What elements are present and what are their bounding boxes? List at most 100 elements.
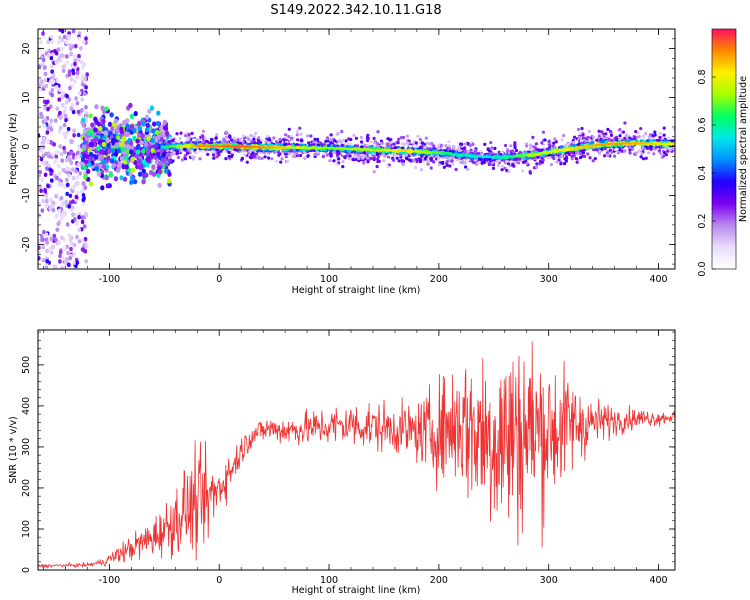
spectrogram-point xyxy=(149,154,154,160)
spectrogram-point xyxy=(106,155,111,161)
spectrogram-point xyxy=(627,133,631,137)
spectrogram-point xyxy=(609,131,613,135)
spectrogram-point xyxy=(451,162,455,166)
spectrogram-point xyxy=(48,104,53,109)
spectrogram-point xyxy=(105,138,110,144)
spectrogram-point xyxy=(129,149,134,155)
spectrogram-point xyxy=(507,169,511,174)
spectrogram-point xyxy=(58,253,62,259)
spectrogram-point xyxy=(46,106,50,112)
spectrogram-point xyxy=(541,158,545,162)
spectrogram-point xyxy=(138,152,144,158)
spectrogram-point xyxy=(362,161,366,165)
spectrogram-point xyxy=(109,112,114,118)
spectrogram-point xyxy=(163,136,167,140)
spectrogram-point xyxy=(43,172,48,177)
spectrogram-point xyxy=(457,146,461,150)
spectrogram-point xyxy=(124,164,129,170)
spectrogram-point xyxy=(182,147,187,151)
spectrogram-point xyxy=(59,181,64,187)
spectrogram-point xyxy=(111,162,117,168)
spectrogram-point xyxy=(113,176,119,182)
spectrogram-point xyxy=(48,246,52,251)
spectrogram-point xyxy=(65,191,69,197)
spectrogram-point xyxy=(162,125,168,131)
spectrogram-point xyxy=(54,237,58,242)
spectrogram-point xyxy=(369,142,373,146)
spectrogram-point xyxy=(423,156,427,161)
spectrogram-point xyxy=(361,156,365,160)
spectrogram-point xyxy=(341,160,345,164)
spectrogram-point xyxy=(67,204,71,209)
spectrogram-point xyxy=(87,162,92,168)
spectrogram-point xyxy=(40,62,45,67)
spectrogram-point xyxy=(137,158,142,165)
spectrogram-point xyxy=(359,145,364,149)
spectrogram-point xyxy=(555,155,559,159)
spectrogram-point xyxy=(351,157,355,162)
spectrogram-point xyxy=(72,252,76,257)
spectrogram-point xyxy=(311,143,316,146)
spectrogram-point xyxy=(328,138,332,142)
spectrogram-point xyxy=(167,171,172,177)
spectrogram-point xyxy=(55,213,59,219)
spectrogram-point xyxy=(141,179,146,185)
spectrogram-point xyxy=(72,184,76,189)
spectrogram-point xyxy=(376,157,380,161)
spectrogram-point xyxy=(640,152,644,156)
spectrogram-point xyxy=(380,141,385,145)
spectrogram-point xyxy=(227,150,231,154)
spectrogram-point xyxy=(598,149,602,153)
spectrogram-point xyxy=(648,133,653,137)
spectrogram-point xyxy=(653,130,657,134)
spectrogram-point xyxy=(139,140,144,146)
spectrogram-point xyxy=(532,156,537,160)
spectrogram-point xyxy=(125,150,130,156)
spectrogram-point xyxy=(295,129,299,134)
spectrogram-point xyxy=(585,137,589,141)
spectrogram-point xyxy=(169,153,173,157)
spectrogram-point xyxy=(664,146,669,150)
spectrogram-point xyxy=(113,118,119,124)
spectrogram-point xyxy=(577,136,582,140)
spectrogram-point xyxy=(82,165,87,171)
spectrogram-point xyxy=(178,136,182,141)
spectrogram-point xyxy=(104,175,110,181)
spectrogram-point xyxy=(574,150,579,154)
spectrogram-point xyxy=(662,126,666,130)
spectrogram-point xyxy=(59,151,64,157)
spectrogram-point xyxy=(425,141,429,145)
spectrogram-point xyxy=(106,148,112,155)
spectrogram-point xyxy=(64,257,69,262)
spectrogram-point xyxy=(77,36,81,41)
spectrogram-point xyxy=(57,164,61,169)
spectrogram-point xyxy=(411,158,416,162)
spectrogram-point xyxy=(298,126,302,130)
spectrogram-point xyxy=(284,135,288,139)
spectrogram-point xyxy=(637,149,641,153)
spectrogram-point xyxy=(618,127,622,132)
spectrogram-point xyxy=(490,161,494,165)
spectrogram-point xyxy=(69,151,73,156)
spectrogram-point xyxy=(215,155,219,159)
spectrogram-point xyxy=(400,142,404,146)
spectrogram-point xyxy=(336,154,340,158)
spectrogram-point xyxy=(71,29,76,34)
spectrogram-point xyxy=(79,46,83,51)
spectrogram-point xyxy=(369,157,373,161)
spectrogram-point xyxy=(46,53,51,58)
spectrogram-point xyxy=(77,57,81,63)
spectrogram-point xyxy=(321,155,325,159)
spectrogram-point xyxy=(200,140,205,144)
spectrogram-point xyxy=(175,132,179,136)
spectrogram-point xyxy=(73,61,77,66)
spectrogram-point xyxy=(215,133,219,137)
spectrogram-point xyxy=(618,134,622,138)
spectrogram-point xyxy=(55,59,59,64)
spectrogram-point xyxy=(553,137,557,141)
spectrogram-point xyxy=(44,160,49,165)
spectrogram-point xyxy=(38,245,41,250)
spectrogram-point xyxy=(41,153,46,159)
spectrogram-point xyxy=(445,159,449,164)
spectrogram-x-axis-label: Height of straight line (km) xyxy=(292,285,421,296)
